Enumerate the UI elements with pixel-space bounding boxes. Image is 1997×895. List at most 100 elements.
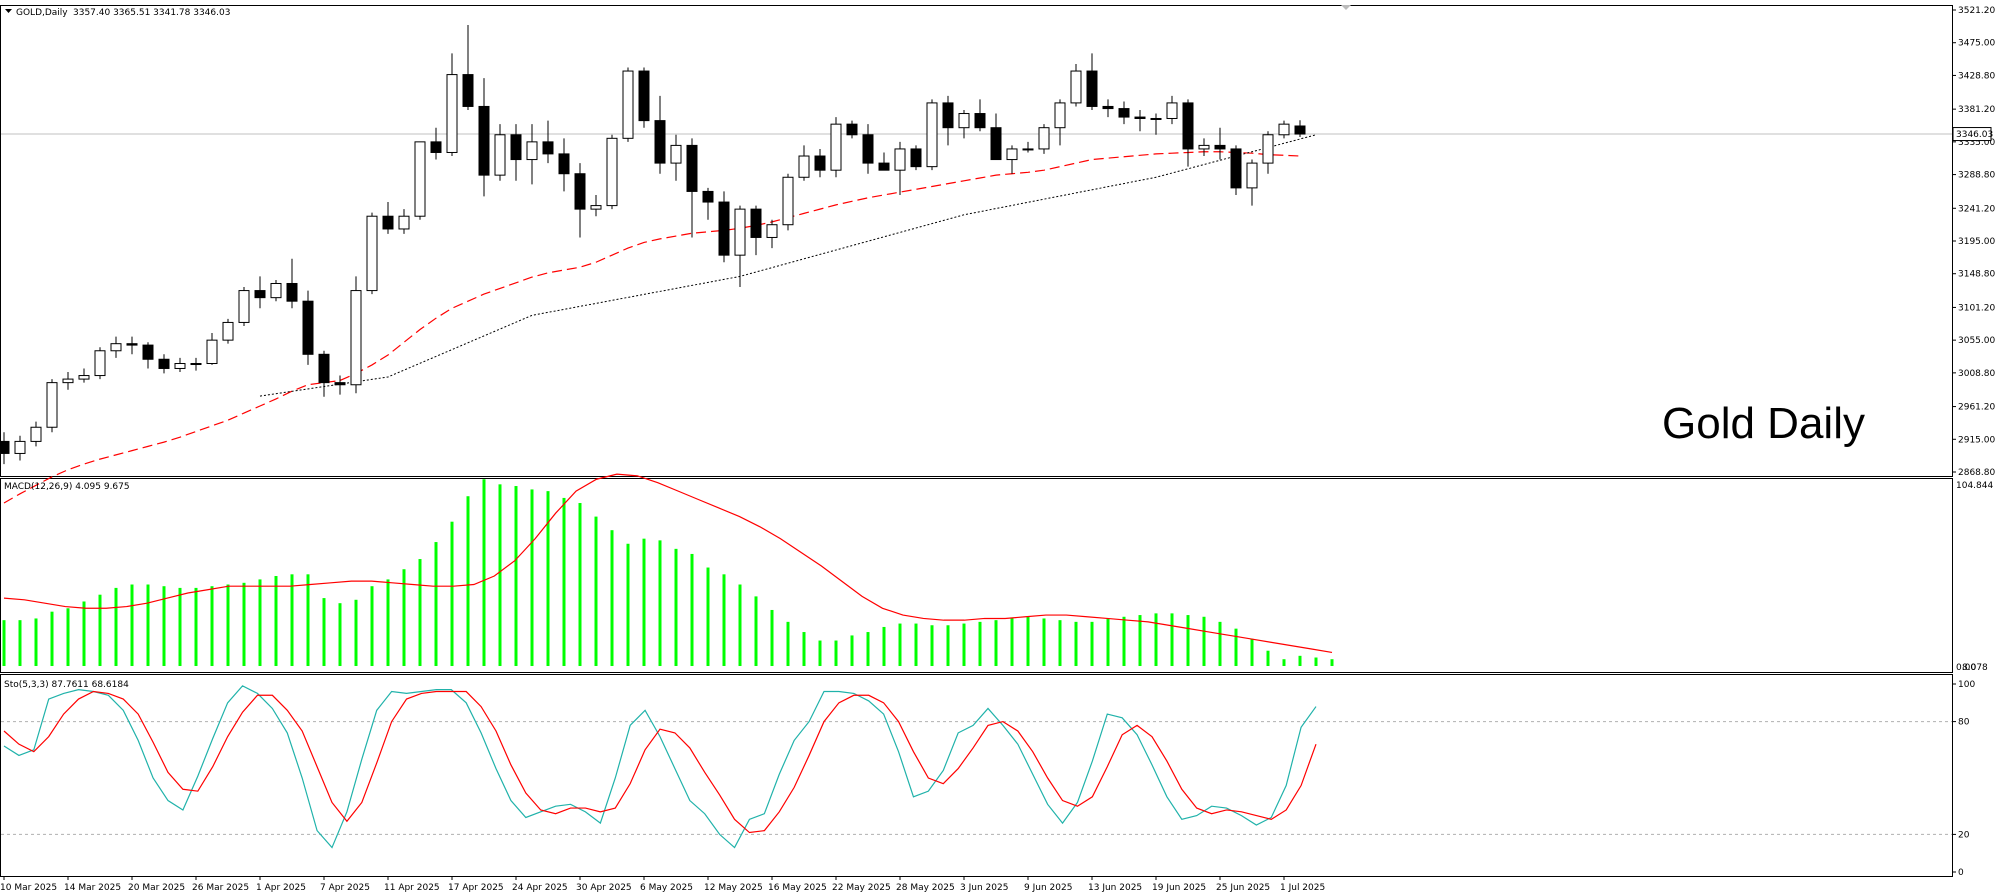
candlesticks — [0, 25, 1306, 465]
candle — [1214, 127, 1226, 160]
ma-polyline — [3, 151, 1301, 504]
time-tick-label: 1 Apr 2025 — [256, 883, 306, 893]
gold-daily-annotation: Gold Daily — [1662, 399, 1865, 448]
candle — [1230, 145, 1242, 195]
candle — [430, 127, 442, 160]
price-tick-label: 3101.20 — [1958, 303, 1995, 313]
candle — [1134, 109, 1146, 132]
candle — [606, 134, 618, 210]
macd-bar — [1314, 657, 1318, 666]
candle — [798, 145, 810, 181]
price-tick-label: 3055.00 — [1958, 336, 1995, 346]
candle — [334, 375, 346, 395]
candle — [14, 435, 26, 461]
price-axis-ticks: 3521.20 3475.00 3428.80 3381.20 3335.00 3288.… — [1952, 6, 1995, 478]
macd-bar — [82, 601, 86, 666]
stochastic-main-line — [3, 685, 1317, 849]
candle — [238, 287, 250, 326]
candle — [878, 152, 890, 171]
macd-bar — [690, 553, 694, 666]
stochastic-lines — [3, 685, 1317, 849]
candle — [1182, 99, 1194, 167]
candle — [526, 124, 538, 185]
candle — [702, 187, 714, 220]
current-price-label: 3346.03 — [1956, 130, 1993, 140]
candle — [1038, 124, 1050, 154]
macd-bar — [834, 640, 838, 666]
macd-bar — [786, 621, 790, 666]
macd-bar — [706, 567, 710, 666]
macd-bar — [1218, 621, 1222, 666]
candle — [846, 120, 858, 139]
macd-bar — [226, 584, 230, 666]
ohlc-label: 3357.40 3365.51 3341.78 3346.03 — [73, 8, 230, 18]
shift-marker-icon[interactable] — [1341, 5, 1351, 10]
time-tick-label: 30 Apr 2025 — [576, 883, 632, 893]
macd-bar — [1202, 616, 1206, 666]
macd-bar — [994, 620, 998, 666]
candle — [894, 141, 906, 195]
macd-bar — [850, 635, 854, 666]
stochastic-levels: 100 80 20 0 — [1, 680, 1975, 878]
macd-label: MACD(12,26,9) 4.095 9.675 — [4, 482, 130, 492]
symbol-label: GOLD,Daily — [16, 8, 68, 18]
candle — [718, 191, 730, 263]
candle — [398, 209, 410, 234]
macd-bar — [642, 538, 646, 666]
menu-triangle-icon[interactable] — [5, 9, 12, 13]
candle — [302, 290, 314, 365]
macd-bar — [18, 620, 22, 666]
macd-bar — [370, 586, 374, 666]
macd-bar — [1282, 659, 1286, 666]
macd-bar — [946, 625, 950, 666]
macd-bar — [130, 584, 134, 666]
candle — [1246, 159, 1258, 206]
candle — [510, 124, 522, 181]
candle — [174, 357, 186, 373]
price-tick-label: 3335.00 — [1958, 138, 1995, 148]
time-tick-label: 20 Mar 2025 — [128, 883, 185, 893]
price-tick-label: 3241.20 — [1958, 204, 1995, 214]
candle — [734, 205, 746, 288]
macd-bar — [114, 587, 118, 666]
time-tick-label: 25 Jun 2025 — [1216, 883, 1270, 893]
candle — [382, 202, 394, 234]
time-tick-label: 11 Apr 2025 — [384, 883, 440, 893]
macd-bar — [418, 559, 422, 666]
candle — [1278, 120, 1290, 139]
macd-bar — [1330, 659, 1334, 666]
candle — [142, 342, 154, 369]
stochastic-label: Sto(5,3,3) 87.7611 68.6184 — [4, 680, 129, 690]
macd-bar — [1010, 618, 1014, 666]
candle — [222, 318, 234, 344]
moving-average-line — [3, 151, 1301, 504]
stochastic-signal-line — [3, 690, 1317, 834]
macd-bar — [914, 623, 918, 666]
time-tick-label: 12 May 2025 — [704, 883, 763, 893]
macd-bar — [434, 542, 438, 666]
time-tick-label: 3 Jun 2025 — [960, 883, 1008, 893]
macd-signal-line — [3, 473, 1333, 654]
macd-bar — [546, 491, 550, 666]
candle — [158, 354, 170, 374]
macd-bar — [1170, 613, 1174, 666]
candle — [1294, 120, 1306, 138]
macd-bar — [1298, 655, 1302, 666]
macd-bar — [610, 530, 614, 666]
macd-bar — [882, 626, 886, 666]
price-tick-label: 3288.80 — [1958, 171, 1995, 181]
candle — [1198, 138, 1210, 157]
candle — [1262, 131, 1274, 174]
candle — [30, 421, 42, 447]
macd-bar — [178, 587, 182, 666]
current-price-tag: 3346.03 — [1952, 127, 1993, 142]
macd-bar — [1074, 621, 1078, 666]
candle — [862, 124, 874, 174]
candle — [318, 350, 330, 397]
candle — [462, 25, 474, 110]
candle — [1070, 63, 1082, 107]
candle — [1022, 141, 1034, 153]
candle — [350, 276, 362, 394]
macd-signal-polyline — [3, 473, 1333, 654]
time-tick-label: 1 Jul 2025 — [1280, 883, 1325, 893]
